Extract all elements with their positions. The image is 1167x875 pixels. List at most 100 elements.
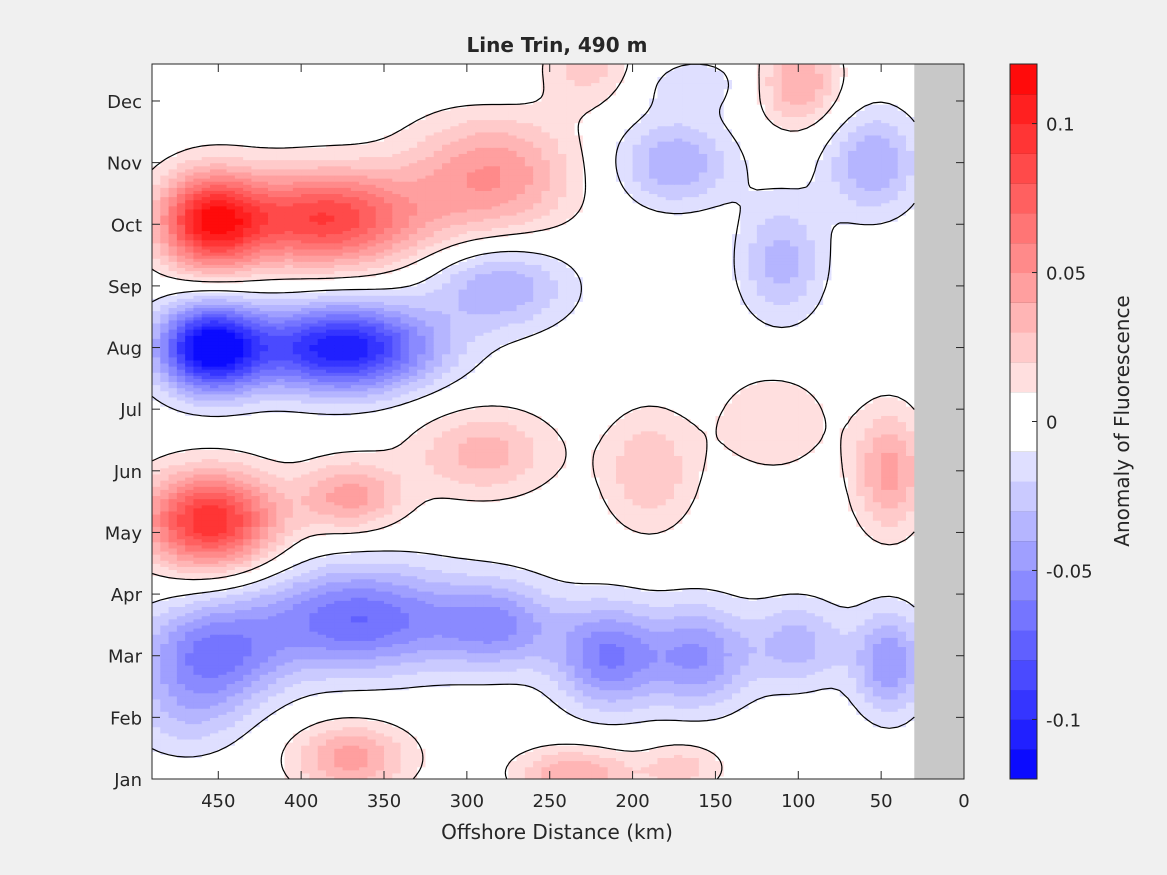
heatmap-cell: [872, 751, 882, 755]
heatmap-cell: [674, 757, 683, 762]
heatmap-cell: [591, 760, 601, 765]
heatmap-cell: [466, 775, 476, 780]
heatmap-cell: [334, 766, 344, 771]
heatmap-cell: [276, 745, 286, 749]
heatmap-cell: [574, 766, 584, 771]
heatmap-cell: [483, 763, 493, 768]
heatmap-cell: [458, 738, 468, 743]
heatmap-cell: [533, 742, 543, 746]
heatmap-cell: [740, 745, 750, 749]
heatmap-cell: [326, 738, 335, 743]
heatmap-cell: [806, 760, 816, 765]
heatmap-cell: [566, 769, 576, 774]
heatmap-cell: [384, 751, 393, 755]
heatmap-cell: [872, 745, 882, 749]
heatmap-cell: [649, 757, 659, 762]
heatmap-cell: [632, 775, 642, 780]
heatmap-cell: [616, 769, 625, 774]
heatmap-cell: [317, 757, 327, 762]
heatmap-cell: [848, 769, 857, 774]
heatmap-cell: [152, 766, 161, 771]
heatmap-cell: [243, 763, 253, 768]
heatmap-cell: [218, 738, 228, 743]
heatmap-cell: [773, 772, 783, 777]
heatmap-cell: [715, 760, 725, 765]
heatmap-cell: [856, 748, 866, 752]
heatmap-cell: [458, 772, 468, 777]
heatmap-cell: [864, 751, 874, 755]
heatmap-cell: [549, 754, 559, 759]
heatmap-cell: [682, 745, 692, 749]
heatmap-cell: [823, 772, 833, 777]
heatmap-cell: [723, 754, 733, 759]
heatmap-cell: [856, 757, 866, 762]
heatmap-cell: [491, 775, 501, 780]
heatmap-cell: [665, 748, 675, 752]
heatmap-cell: [549, 775, 559, 780]
heatmap-cell: [400, 769, 410, 774]
heatmap-cell: [599, 766, 609, 771]
heatmap-cell: [649, 766, 659, 771]
heatmap-cell: [367, 751, 377, 755]
heatmap-cell: [384, 775, 393, 780]
heatmap-cell: [359, 742, 369, 746]
heatmap-cell: [756, 751, 766, 755]
heatmap-cell: [309, 751, 319, 755]
heatmap-cell: [152, 757, 161, 762]
heatmap-cell: [226, 748, 236, 752]
heatmap-cell: [798, 772, 808, 777]
heatmap-cell: [185, 760, 195, 765]
heatmap-cell: [268, 769, 277, 774]
heatmap-cell: [765, 760, 775, 765]
heatmap-cell: [400, 766, 410, 771]
heatmap-cell: [657, 772, 667, 777]
heatmap-cell: [549, 769, 559, 774]
heatmap-cell: [781, 742, 791, 746]
heatmap-cell: [773, 766, 783, 771]
heatmap-cell: [558, 760, 567, 765]
heatmap-cell: [160, 769, 170, 774]
heatmap-cell: [574, 775, 584, 780]
heatmap-cell: [251, 745, 261, 749]
heatmap-cell: [897, 742, 907, 746]
heatmap-cell: [450, 775, 460, 780]
heatmap-cell: [748, 769, 758, 774]
heatmap-cell: [790, 775, 799, 780]
heatmap-cell: [334, 769, 344, 774]
heatmap-cell: [400, 763, 410, 768]
heatmap-cell: [483, 754, 493, 759]
heatmap-cell: [218, 748, 228, 752]
heatmap-cell: [591, 772, 601, 777]
heatmap-cell: [350, 769, 360, 774]
heatmap-cell: [889, 742, 899, 746]
heatmap-cell: [400, 760, 410, 765]
heatmap-cell: [268, 754, 277, 759]
heatmap-cell: [309, 738, 319, 743]
heatmap-cell: [466, 745, 476, 749]
heatmap-cell: [334, 775, 344, 780]
heatmap-cell: [732, 742, 741, 746]
heatmap-cell: [309, 735, 319, 740]
heatmap-cell: [566, 751, 576, 755]
heatmap-cell: [152, 742, 161, 746]
heatmap-cell: [210, 766, 219, 771]
heatmap-cell: [425, 775, 435, 780]
heatmap-cell: [425, 766, 435, 771]
heatmap-cell: [483, 775, 493, 780]
heatmap-cell: [176, 745, 186, 749]
heatmap-cell: [301, 763, 311, 768]
heatmap-cell: [872, 738, 882, 743]
heatmap-cell: [591, 775, 601, 780]
heatmap-cell: [500, 769, 509, 774]
heatmap-cell: [732, 769, 741, 774]
heatmap-cell: [632, 745, 642, 749]
heatmap-cell: [806, 763, 816, 768]
heatmap-cell: [649, 751, 659, 755]
heatmap-cell: [201, 775, 211, 780]
heatmap-cell: [707, 742, 717, 746]
heatmap-cell: [616, 766, 625, 771]
heatmap-cell: [491, 760, 501, 765]
heatmap-cell: [599, 757, 609, 762]
heatmap-cell: [326, 745, 335, 749]
heatmap-cell: [558, 763, 567, 768]
